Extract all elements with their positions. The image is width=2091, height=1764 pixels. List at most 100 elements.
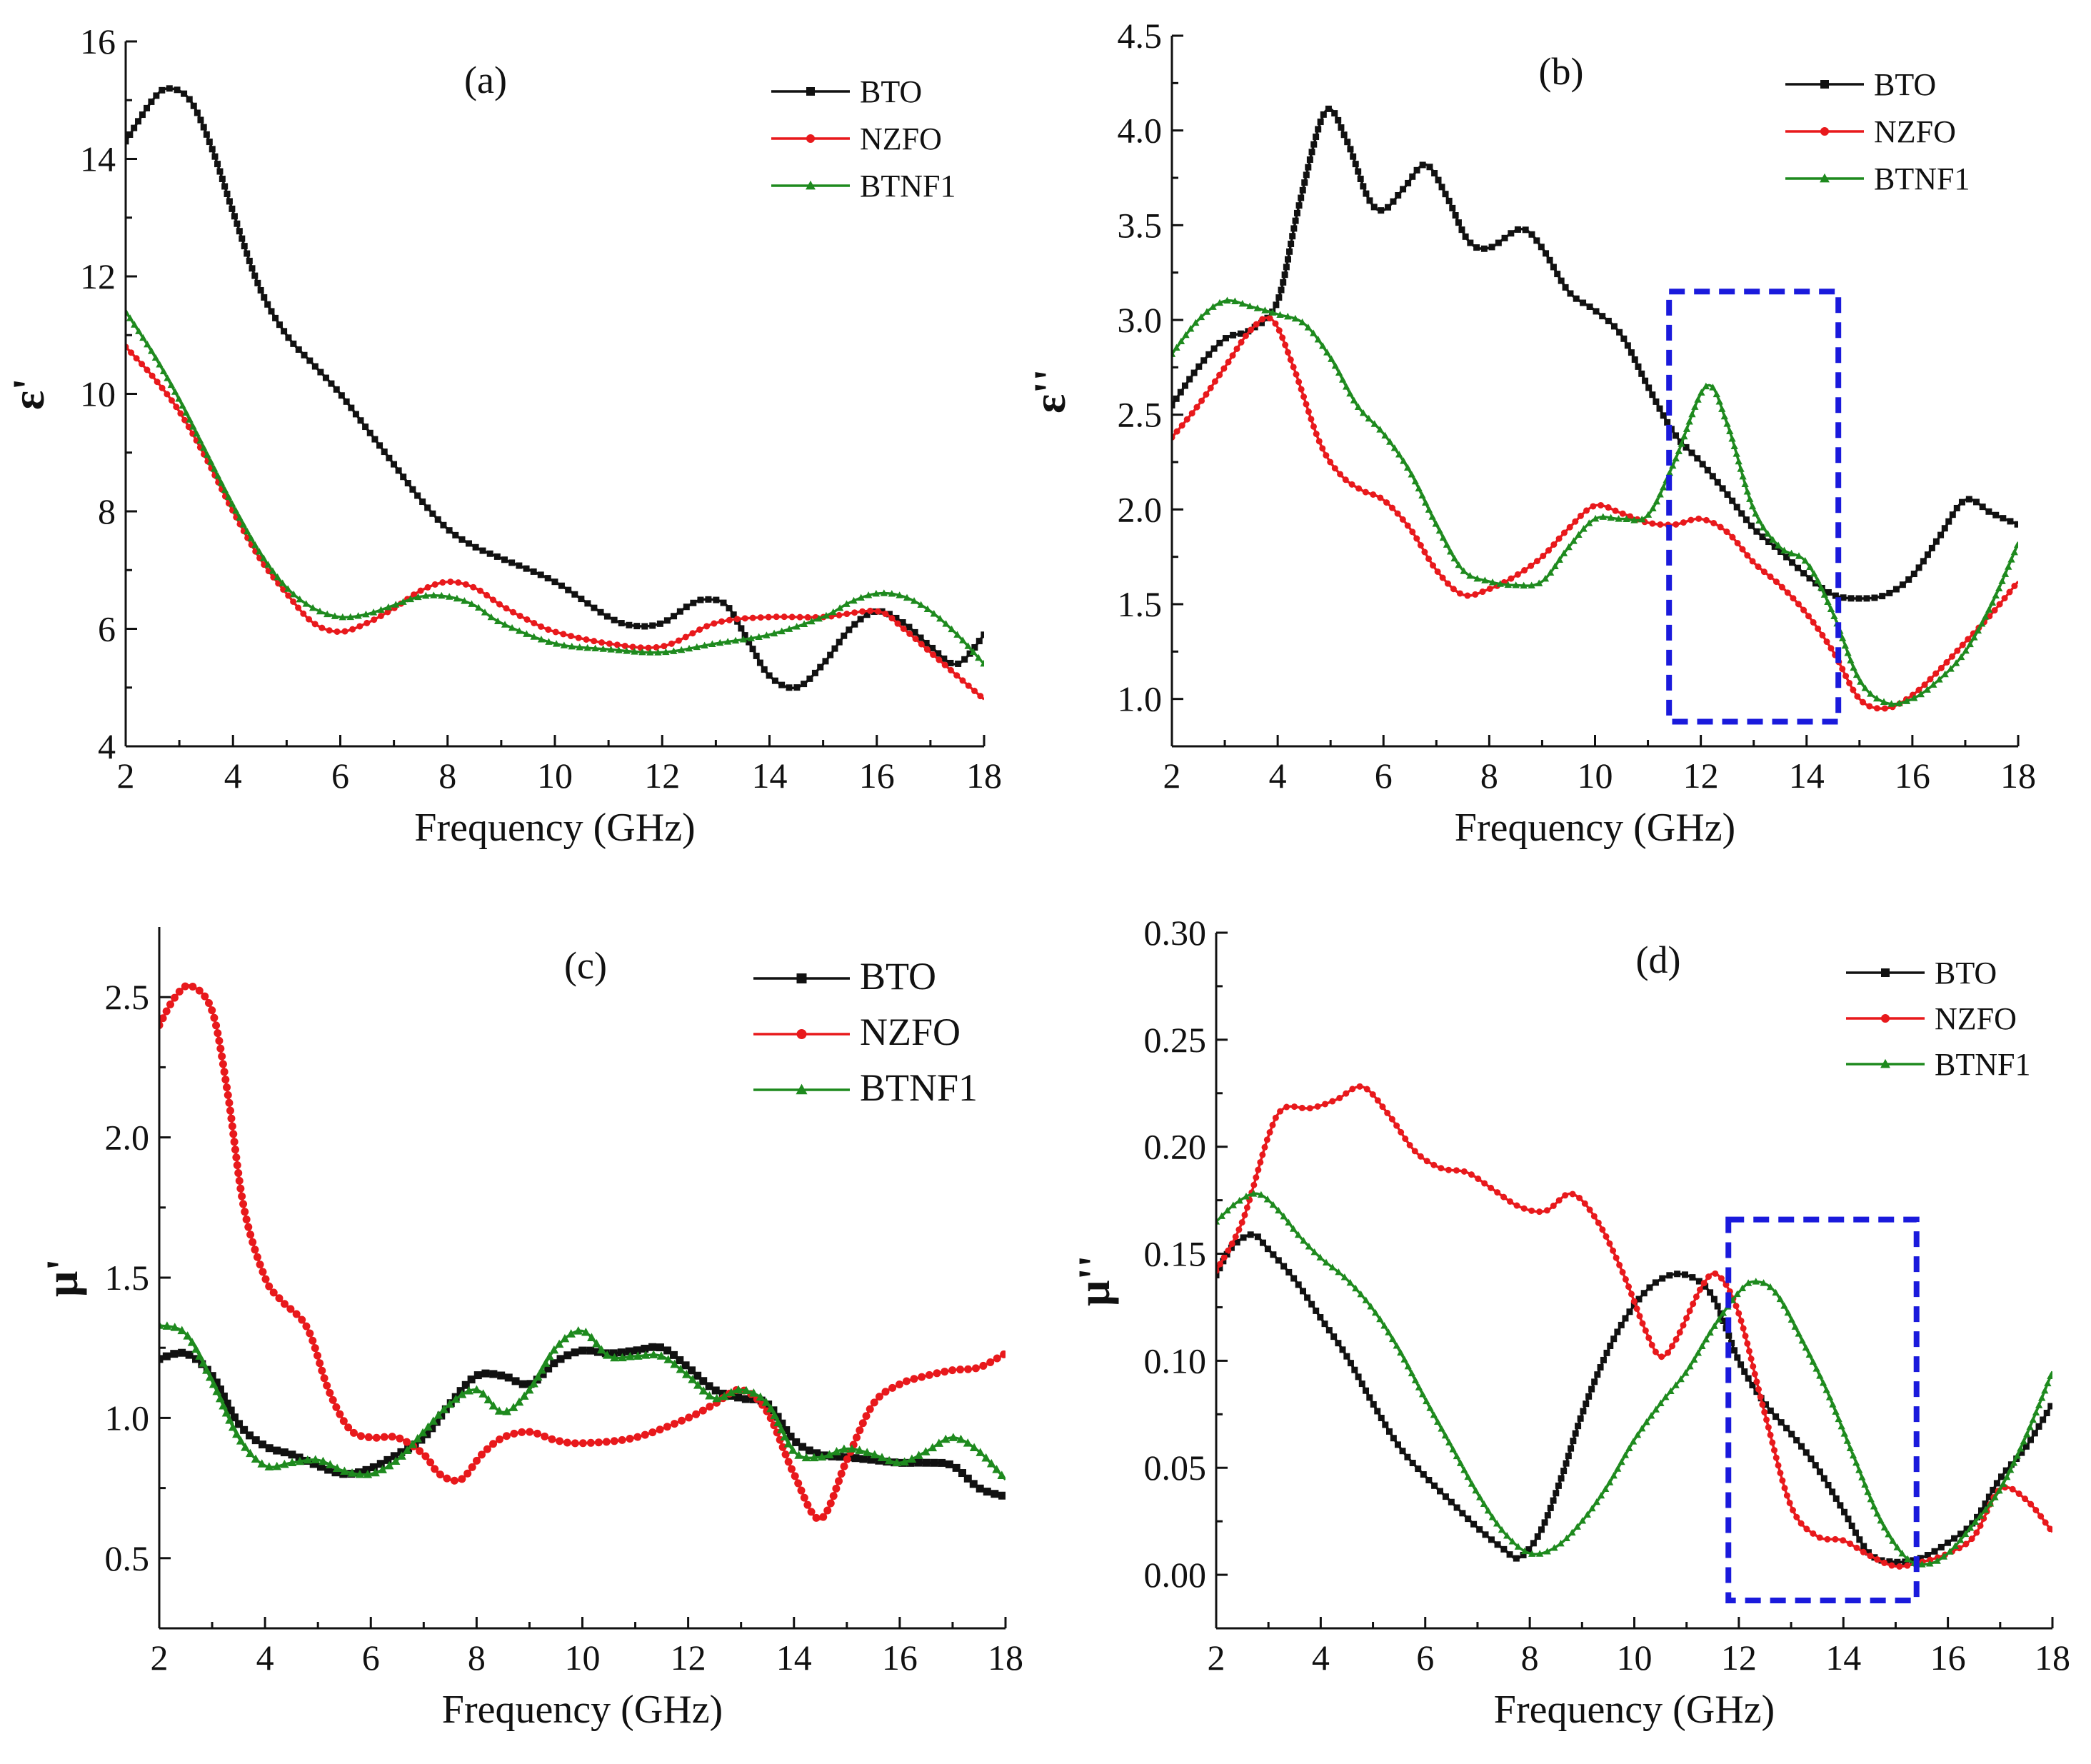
data-point-nzfo: [626, 1435, 634, 1443]
data-point-btnf1: [1930, 681, 1937, 688]
data-point-nzfo: [1521, 567, 1528, 574]
data-point-bto: [1445, 197, 1453, 204]
data-point-btnf1: [1367, 1302, 1375, 1310]
data-point-btnf1: [1686, 1362, 1694, 1370]
data-point-nzfo: [648, 1428, 657, 1437]
data-point-btnf1: [340, 1466, 349, 1475]
data-point-bto: [343, 398, 350, 405]
data-point-bto: [331, 1468, 340, 1477]
data-point-nzfo: [1456, 590, 1463, 597]
data-point-nzfo: [633, 1433, 642, 1441]
data-point-bto: [1937, 1543, 1945, 1550]
data-point-nzfo: [251, 1246, 259, 1254]
data-point-nzfo: [1479, 588, 1486, 596]
data-point-nzfo: [1740, 1325, 1747, 1332]
data-point-btnf1: [693, 643, 701, 651]
data-point-bto: [251, 1436, 260, 1445]
data-point-btnf1: [948, 625, 956, 633]
data-point-nzfo: [503, 605, 510, 612]
data-point-btnf1: [228, 1422, 238, 1431]
legend-marker-btnf1: [796, 1083, 808, 1095]
data-point-btnf1: [560, 641, 568, 648]
data-point-btnf1: [1966, 640, 1974, 648]
data-point-btnf1: [179, 401, 186, 409]
data-point-btnf1: [494, 1406, 504, 1415]
data-point-bto: [1285, 1268, 1293, 1276]
data-point-bto: [311, 363, 319, 370]
data-point-nzfo: [1284, 349, 1291, 356]
data-point-nzfo: [1295, 379, 1303, 386]
data-point-nzfo: [1937, 664, 1945, 671]
data-point-bto: [683, 603, 690, 611]
data-point-nzfo: [1606, 1240, 1613, 1247]
data-point-bto: [1614, 1328, 1621, 1335]
data-point-btnf1: [641, 1350, 651, 1359]
data-point-btnf1: [1715, 398, 1723, 405]
data-point-nzfo: [1319, 445, 1326, 452]
data-point-bto: [1646, 1284, 1653, 1291]
data-point-bto: [1860, 1543, 1867, 1550]
data-point-btnf1: [1390, 444, 1399, 451]
data-point-btnf1: [1702, 382, 1710, 390]
data-point-btnf1: [1880, 698, 1888, 706]
data-point-bto: [1438, 184, 1445, 191]
data-point-btnf1: [302, 600, 310, 607]
data-point-bto: [497, 1371, 506, 1380]
data-point-nzfo: [836, 611, 843, 618]
data-point-bto: [1798, 1443, 1805, 1450]
data-point-nzfo: [1560, 529, 1568, 536]
data-point-btnf1: [284, 585, 292, 592]
data-point-nzfo: [787, 1465, 796, 1473]
data-point-btnf1: [832, 1447, 841, 1455]
x-tick-label: 18: [988, 1638, 1023, 1678]
data-point-nzfo: [1439, 574, 1446, 581]
data-point-bto: [1273, 301, 1280, 309]
data-point-bto: [1820, 1475, 1827, 1482]
data-point-nzfo: [902, 1377, 911, 1385]
data-point-btnf1: [1841, 641, 1850, 649]
data-point-btnf1: [2047, 1372, 2052, 1379]
y-tick-label: 1.0: [1118, 679, 1163, 719]
series-line-nzfo: [1216, 1085, 2052, 1568]
data-point-btnf1: [362, 610, 370, 618]
data-point-bto: [1714, 478, 1721, 486]
data-point-bto: [801, 681, 808, 688]
data-point-bto: [265, 1444, 274, 1453]
data-point-nzfo: [918, 1373, 926, 1381]
data-point-nzfo: [1965, 636, 1972, 643]
data-point-btnf1: [568, 642, 576, 650]
data-point-nzfo: [1203, 391, 1210, 398]
data-point-bto: [1638, 370, 1645, 377]
data-point-btnf1: [741, 1385, 751, 1395]
data-point-btnf1: [1889, 1537, 1897, 1544]
data-point-nzfo: [1514, 571, 1521, 578]
data-point-bto: [1585, 1393, 1593, 1400]
data-point-btnf1: [1580, 525, 1588, 532]
data-point-bto: [1953, 504, 1960, 511]
data-point-nzfo: [1298, 386, 1305, 393]
data-point-nzfo: [1272, 320, 1279, 327]
data-point-btnf1: [1985, 606, 1993, 613]
data-point-btnf1: [200, 443, 208, 451]
data-point-nzfo: [1627, 513, 1634, 520]
data-point-nzfo: [670, 1420, 678, 1428]
data-point-bto: [738, 625, 745, 632]
data-point-btnf1: [1503, 1532, 1511, 1539]
data-point-nzfo: [1745, 1348, 1752, 1355]
data-point-btnf1: [1328, 355, 1335, 362]
data-point-btnf1: [1819, 1379, 1827, 1386]
data-point-nzfo: [1658, 1353, 1665, 1360]
data-point-nzfo: [372, 1433, 381, 1442]
data-point-btnf1: [591, 644, 599, 652]
data-point-btnf1: [1824, 598, 1832, 605]
data-point-bto: [306, 357, 314, 364]
data-point-btnf1: [1844, 649, 1852, 656]
data-point-btnf1: [1691, 403, 1699, 410]
data-point-btnf1: [413, 1433, 423, 1443]
data-point-nzfo: [349, 626, 356, 633]
data-point-nzfo: [364, 1433, 373, 1441]
data-point-btnf1: [698, 1385, 708, 1395]
data-point-nzfo: [1438, 1165, 1445, 1172]
data-point-bto: [1704, 466, 1711, 473]
data-point-btnf1: [1887, 700, 1895, 707]
